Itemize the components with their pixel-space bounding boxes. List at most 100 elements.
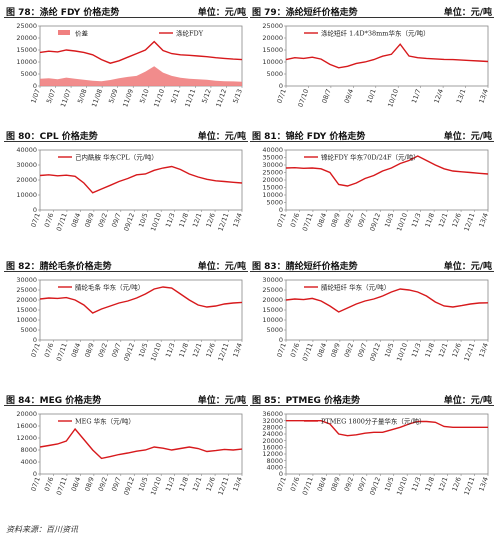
y-tick-label: 12000 xyxy=(262,450,283,458)
panel-unit: 单位：元/吨 xyxy=(443,396,492,406)
x-tick-label: 11/07 xyxy=(59,88,73,108)
series-line xyxy=(285,43,489,69)
panel-unit: 单位：元/吨 xyxy=(197,396,246,406)
x-tick-label: 07/1 xyxy=(275,476,288,492)
header-rule xyxy=(4,17,248,18)
y-tick-label: 20000 xyxy=(262,437,283,445)
x-tick-label: 10/5 xyxy=(383,476,396,492)
panel-unit: 单位：元/吨 xyxy=(443,8,492,18)
y-tick-label: 24000 xyxy=(262,430,283,438)
x-tick-label: 12/6 xyxy=(204,212,217,228)
x-tick-label: 12/6 xyxy=(450,476,463,492)
y-tick-label: 5000 xyxy=(266,199,283,207)
x-tick-label: 09/7 xyxy=(110,342,123,358)
legend-swatch xyxy=(58,30,70,35)
x-tick-label: 08/4 xyxy=(70,476,83,492)
x-tick-label: 07/11 xyxy=(55,476,69,496)
panel-header: 图 79：涤纶短纤价格走势 单位：元/吨 xyxy=(250,4,494,18)
x-tick-label: 07/10 xyxy=(296,88,310,108)
chart-panel-83: 图 83：腈纶短纤价格走势 单位：元/吨 0 5000 10000 15000 2000… xyxy=(250,258,494,376)
y-tick-label: 0 xyxy=(279,82,283,90)
y-tick-label: 10000 xyxy=(262,58,283,66)
chart-panel-81: 图 81：锦纶 FDY 价格走势 单位：元/吨 0 5000 10000 15000 2… xyxy=(250,128,494,246)
x-tick-label: 08/4 xyxy=(70,212,83,228)
panel-title: 图 79：涤纶短纤价格走势 xyxy=(252,8,358,18)
y-tick-label: 36000 xyxy=(262,410,283,418)
series-line xyxy=(39,427,243,460)
x-tick-label: 12/1 xyxy=(191,476,204,492)
legend-label: 锦纶FDY 华东70D/24F（元/吨） xyxy=(321,152,420,161)
x-tick-label: 12/6 xyxy=(204,342,217,358)
y-tick-label: 10000 xyxy=(262,191,283,199)
x-tick-label: 09/2 xyxy=(97,212,110,228)
plot-frame xyxy=(285,413,489,475)
x-tick-label: 11/3 xyxy=(410,342,423,358)
x-tick-label: 10/5 xyxy=(137,342,150,358)
x-tick-label: 11/3 xyxy=(410,476,423,492)
y-tick-label: 30000 xyxy=(262,161,283,169)
x-tick-label: 09/12 xyxy=(122,212,136,232)
x-tick-label: 11/10 xyxy=(152,88,166,108)
x-tick-label: 12/11 xyxy=(462,342,476,362)
x-tick-label: 08/9 xyxy=(329,212,342,228)
x-tick-label: 10/5 xyxy=(137,212,150,228)
legend-label: 腈纶毛条 华东（元/吨） xyxy=(75,282,144,291)
header-rule xyxy=(4,271,248,272)
panel-title: 图 85：PTMEG 价格走势 xyxy=(252,396,361,406)
x-tick-label: 13/4 xyxy=(231,476,244,492)
y-tick-label: 12000 xyxy=(16,434,37,442)
x-tick-label: 11/3 xyxy=(410,212,423,228)
y-tick-label: 5000 xyxy=(20,70,37,78)
x-tick-label: 09/2 xyxy=(343,212,356,228)
header-rule xyxy=(4,405,248,406)
x-tick-label: 07/1 xyxy=(29,212,42,228)
y-tick-label: 25000 xyxy=(16,286,37,294)
panel-unit: 单位：元/吨 xyxy=(197,8,246,18)
line-chart-ptmeg: 0400080001200016000200002400028000320003… xyxy=(262,410,490,496)
x-tick-label: 11/09 xyxy=(121,88,135,108)
y-tick-label: 0 xyxy=(33,470,37,478)
panel-title: 图 78：涤纶 FDY 价格走势 xyxy=(6,8,120,18)
x-tick-label: 09/2 xyxy=(343,342,356,358)
y-tick-label: 15000 xyxy=(16,46,37,54)
y-tick-label: 40000 xyxy=(16,146,37,154)
legend-label: MEG 华东（元/吨） xyxy=(75,416,135,425)
y-tick-label: 20000 xyxy=(16,296,37,304)
y-tick-label: 0 xyxy=(279,470,283,478)
y-tick-label: 15000 xyxy=(262,306,283,314)
series-line xyxy=(286,420,488,437)
y-tick-label: 10000 xyxy=(16,191,37,199)
plot-frame xyxy=(285,25,489,87)
x-tick-label: 5/11 xyxy=(169,88,182,104)
x-tick-label: 12/11 xyxy=(216,212,230,232)
panel-unit: 单位：元/吨 xyxy=(443,132,492,142)
y-tick-label: 16000 xyxy=(262,444,283,452)
x-tick-label: 08/4 xyxy=(316,212,329,228)
x-tick-label: 09/4 xyxy=(343,88,356,104)
x-tick-label: 5/08 xyxy=(76,88,89,104)
y-tick-label: 10000 xyxy=(16,58,37,66)
header-rule xyxy=(4,141,248,142)
legend-label: PTMEG 1800分子量华东（元/吨） xyxy=(321,416,426,425)
y-tick-label: 28000 xyxy=(262,424,283,432)
x-tick-label: 5/07 xyxy=(45,88,58,104)
x-tick-label: 09/7 xyxy=(356,476,369,492)
x-tick-label: 12/11 xyxy=(462,212,476,232)
x-tick-label: 08/9 xyxy=(83,476,96,492)
legend-label: 涤纶FDY xyxy=(176,28,204,37)
panel-unit: 单位：元/吨 xyxy=(197,132,246,142)
line-chart-acrylic-staple: 0 5000 10000 15000 20000 25000 30000 07/1 07/6 07… xyxy=(262,276,490,362)
header-rule xyxy=(250,17,494,18)
x-tick-label: 07/6 xyxy=(43,342,56,358)
x-tick-label: 12/11 xyxy=(216,476,230,496)
y-tick-label: 0 xyxy=(279,206,283,214)
source-note: 资料来源：百川资讯 xyxy=(6,525,78,534)
y-tick-label: 25000 xyxy=(262,169,283,177)
x-tick-label: 09/12 xyxy=(368,476,382,496)
x-tick-label: 09/7 xyxy=(356,212,369,228)
chart-panel-85: 图 85：PTMEG 价格走势 单位：元/吨 0 4000 8000 12000 160… xyxy=(250,392,494,510)
series-line xyxy=(39,40,243,64)
y-tick-label: 35000 xyxy=(262,154,283,162)
